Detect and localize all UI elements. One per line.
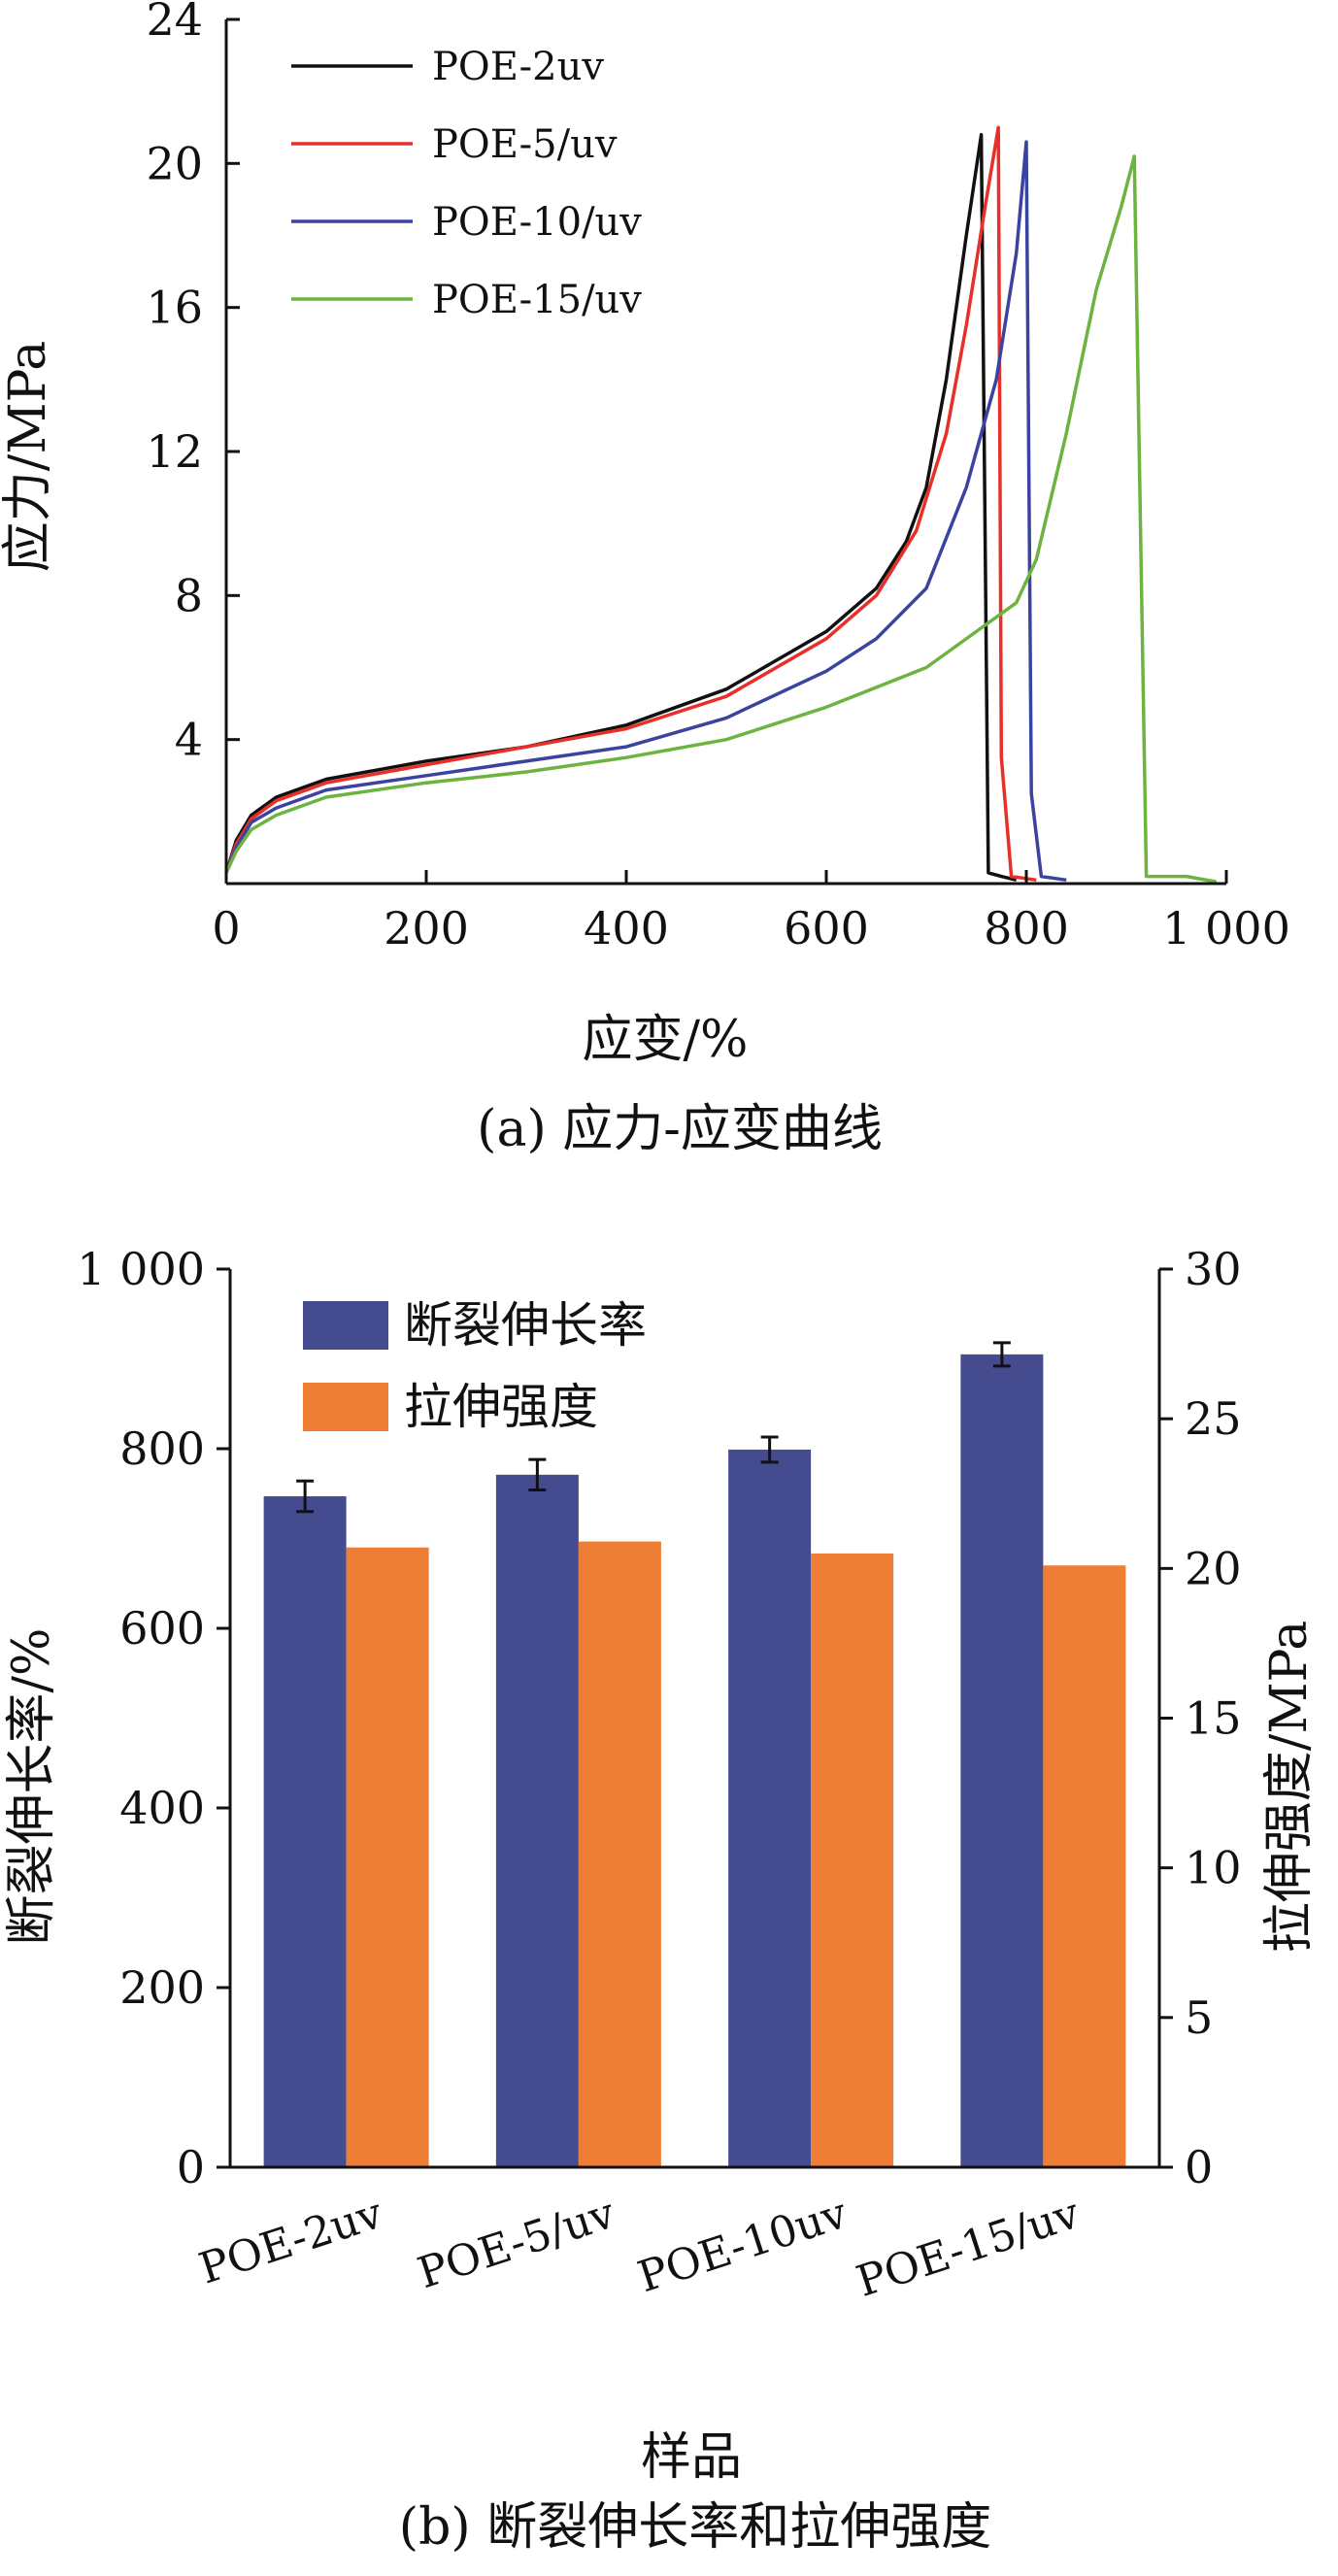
right-y-tick-label: 25 xyxy=(1185,1392,1242,1445)
y-tick-label: 20 xyxy=(146,137,203,189)
right-y-tick-label: 5 xyxy=(1185,1991,1213,2044)
y-tick-label: 24 xyxy=(146,0,203,46)
legend-swatch-1 xyxy=(303,1383,388,1431)
left-y-tick-label: 200 xyxy=(119,1961,205,2014)
bar-plot-area xyxy=(263,1341,1126,2167)
elongation-bar xyxy=(495,1474,579,2167)
right-y-tick-label: 20 xyxy=(1185,1542,1242,1594)
x-tick-label: 800 xyxy=(984,902,1069,954)
legend-label-1: 拉伸强度 xyxy=(404,1379,598,1435)
strength-bar xyxy=(811,1553,894,2167)
x-tick-label: 0 xyxy=(212,902,240,954)
x-axis-title: 样品 xyxy=(641,2428,742,2487)
x-tick-label: 200 xyxy=(384,902,469,954)
elongation-bar xyxy=(263,1496,347,2167)
right-y-axis-title: 拉伸强度/MPa xyxy=(1260,1621,1319,1953)
right-y-tick-label: 15 xyxy=(1185,1692,1242,1745)
right-y-tick-label: 30 xyxy=(1185,1243,1242,1295)
left-y-tick-label: 1 000 xyxy=(77,1243,205,1295)
elongation-bar xyxy=(728,1449,812,2167)
stress-strain-plot-area xyxy=(224,125,1218,884)
left-y-tick-label: 0 xyxy=(177,2141,205,2193)
legend-label-2: POE-10/uv xyxy=(432,200,642,245)
series-line-0 xyxy=(224,132,1018,883)
y-tick-label: 8 xyxy=(175,569,203,621)
legend-label-0: POE-2uv xyxy=(432,45,604,89)
x-tick-label: 600 xyxy=(784,902,869,954)
left-y-tick-label: 600 xyxy=(119,1602,205,1655)
right-y-tick-label: 10 xyxy=(1185,1842,1242,1894)
x-tick-label: 1 000 xyxy=(1162,902,1290,954)
series-line-2 xyxy=(224,140,1067,883)
x-tick-label: 400 xyxy=(584,902,669,954)
panel-a-caption: (a) 应力-应变曲线 xyxy=(477,1100,883,1158)
stress-strain-legend: POE-2uv POE-5/uv POE-10/uv POE-15/uv xyxy=(291,45,642,322)
category-label: POE-10uv xyxy=(632,2189,853,2302)
x-axis-title: 应变/% xyxy=(583,1011,749,1069)
left-y-tick-label: 800 xyxy=(119,1422,205,1475)
legend-swatch-0 xyxy=(303,1301,388,1350)
strength-bar xyxy=(346,1547,429,2167)
stress-strain-axes: 0 200 400 600 800 1 000 4 8 12 16 20 24 xyxy=(146,0,1289,954)
legend-label-1: POE-5/uv xyxy=(432,122,618,167)
series-line-3 xyxy=(224,154,1218,884)
left-y-axis-title: 断裂伸长率/% xyxy=(3,1628,61,1946)
y-tick-label: 4 xyxy=(175,714,203,766)
y-axis-title: 应力/MPa xyxy=(0,341,57,572)
elongation-bar xyxy=(960,1354,1044,2167)
category-label: POE-2uv xyxy=(193,2189,388,2294)
legend-label-0: 断裂伸长率 xyxy=(404,1297,647,1354)
y-tick-label: 12 xyxy=(146,425,203,478)
right-y-tick-label: 0 xyxy=(1185,2141,1213,2193)
y-tick-label: 16 xyxy=(146,282,203,334)
category-label: POE-15/uv xyxy=(851,2189,1086,2307)
strength-bar xyxy=(1043,1565,1126,2167)
series-line-1 xyxy=(224,125,1037,883)
strength-bar xyxy=(578,1541,661,2167)
left-y-tick-label: 400 xyxy=(119,1782,205,1834)
panel-b-caption: (b) 断裂伸长率和拉伸强度 xyxy=(399,2498,991,2557)
category-label: POE-5/uv xyxy=(412,2189,620,2298)
legend-label-3: POE-15/uv xyxy=(432,278,642,322)
